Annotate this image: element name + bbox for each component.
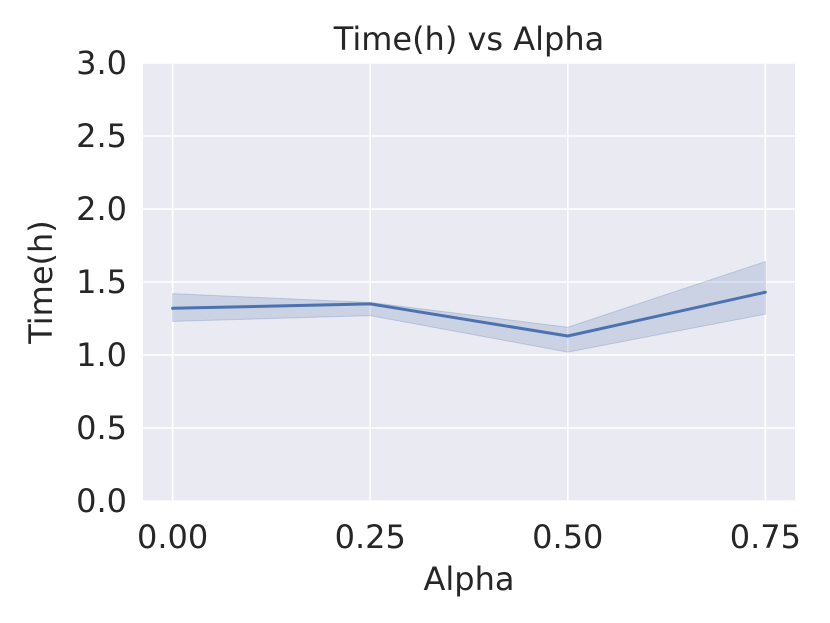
x-tick-label: 0.00 <box>137 518 208 556</box>
series-line <box>171 290 767 338</box>
y-tick-label: 2.5 <box>76 117 127 155</box>
x-axis-label: Alpha <box>424 560 515 598</box>
y-tick-labels: 0.0 0.5 1.0 1.5 2.0 2.5 3.0 <box>76 44 127 520</box>
y-tick-label: 0.0 <box>76 482 127 520</box>
y-axis-label: Time(h) <box>22 220 60 345</box>
y-tick-label: 1.5 <box>76 263 127 301</box>
x-tick-label: 0.50 <box>532 518 603 556</box>
series-lines <box>171 290 767 338</box>
confidence-bands <box>172 260 766 353</box>
chart-title: Time(h) vs Alpha <box>333 20 605 58</box>
x-tick-labels: 0.00 0.25 0.50 0.75 <box>137 518 801 556</box>
grid-lines <box>143 62 795 502</box>
x-tick-label: 0.25 <box>335 518 406 556</box>
y-tick-label: 3.0 <box>76 44 127 82</box>
x-tick-label: 0.75 <box>730 518 801 556</box>
y-tick-label: 1.0 <box>76 336 127 374</box>
confidence-band <box>172 260 766 353</box>
y-tick-label: 2.0 <box>76 190 127 228</box>
y-tick-label: 0.5 <box>76 409 127 447</box>
